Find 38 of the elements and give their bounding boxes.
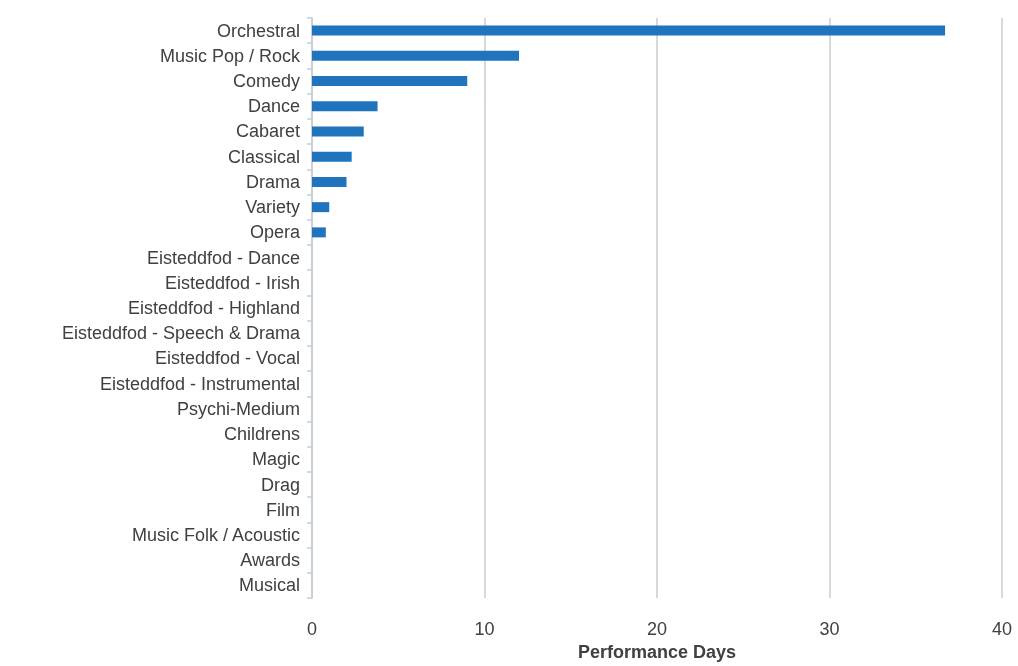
y-tick-label: Drag <box>260 474 300 495</box>
y-tick-label: Eisteddfod - Dance <box>146 247 300 268</box>
y-tick-label: Dance <box>247 96 300 117</box>
x-tick-label: 10 <box>474 619 495 640</box>
y-tick-label: Eisteddfod - Speech & Drama <box>61 323 301 344</box>
bar <box>312 101 378 112</box>
bar <box>312 25 946 36</box>
y-tick-label: Orchestral <box>216 20 300 41</box>
y-tick-label: Cabaret <box>235 121 300 142</box>
bar <box>312 151 352 162</box>
y-tick-label: Musical <box>238 575 300 596</box>
y-tick-label: Classical <box>227 146 300 167</box>
y-tick-label: Eisteddfod - Irish <box>164 272 300 293</box>
y-tick-label: Comedy <box>232 71 300 92</box>
bar <box>312 50 519 61</box>
y-tick-label: Awards <box>240 550 300 571</box>
x-tick-label: 20 <box>646 619 668 640</box>
bar <box>312 176 347 187</box>
bar <box>312 126 364 137</box>
y-tick-label: Drama <box>245 171 301 192</box>
y-tick-label: Childrens <box>223 424 300 445</box>
y-tick-label: Music Pop / Rock <box>159 45 301 66</box>
y-tick-label: Music Folk / Acoustic <box>131 525 300 546</box>
y-tick-label: Eisteddfod - Highland <box>127 298 300 319</box>
bar <box>312 76 468 87</box>
x-tick-label: 40 <box>991 619 1013 640</box>
x-tick-label: 0 <box>306 619 318 640</box>
x-tick-label: 30 <box>819 619 840 640</box>
y-tick-label: Eisteddfod - Vocal <box>154 348 300 369</box>
y-tick-label: Magic <box>251 449 300 470</box>
y-tick-label: Opera <box>249 222 301 243</box>
y-tick-label: Film <box>266 499 300 520</box>
y-tick-label: Psychi-Medium <box>176 398 300 419</box>
bar <box>312 227 326 238</box>
y-tick-label: Eisteddfod - Instrumental <box>99 373 300 394</box>
bar <box>312 202 330 213</box>
x-axis-title: Performance Days <box>577 642 737 662</box>
y-tick-label: Variety <box>245 197 300 218</box>
